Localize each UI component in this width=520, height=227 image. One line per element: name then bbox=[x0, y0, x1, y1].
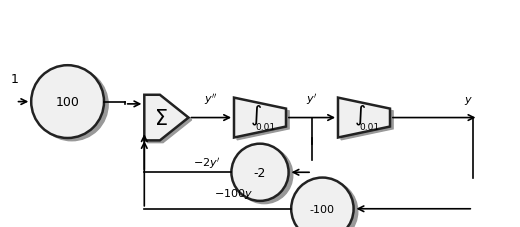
Text: $y$: $y$ bbox=[463, 95, 473, 107]
Text: 100: 100 bbox=[56, 96, 80, 109]
Text: 0.01: 0.01 bbox=[255, 122, 275, 131]
Ellipse shape bbox=[231, 144, 289, 201]
Text: 1: 1 bbox=[10, 73, 18, 86]
Polygon shape bbox=[234, 98, 286, 138]
Polygon shape bbox=[237, 100, 289, 140]
Ellipse shape bbox=[35, 69, 108, 141]
Polygon shape bbox=[341, 100, 393, 140]
Polygon shape bbox=[145, 95, 189, 141]
Ellipse shape bbox=[31, 66, 104, 138]
Text: -100: -100 bbox=[310, 204, 335, 214]
Text: $\Sigma$: $\Sigma$ bbox=[154, 108, 168, 128]
Text: 0.01: 0.01 bbox=[359, 122, 379, 131]
Text: $y'$: $y'$ bbox=[306, 92, 318, 107]
Text: $-2y'$: $-2y'$ bbox=[193, 155, 221, 170]
Polygon shape bbox=[148, 98, 192, 143]
Text: $y''$: $y''$ bbox=[204, 92, 218, 107]
Text: $\int$: $\int$ bbox=[250, 103, 262, 127]
Ellipse shape bbox=[291, 178, 354, 227]
Ellipse shape bbox=[295, 180, 358, 227]
Text: $\int$: $\int$ bbox=[354, 103, 366, 127]
Text: $-100y$: $-100y$ bbox=[214, 186, 253, 200]
Ellipse shape bbox=[236, 147, 293, 204]
Text: -2: -2 bbox=[254, 166, 266, 179]
Polygon shape bbox=[338, 98, 390, 138]
